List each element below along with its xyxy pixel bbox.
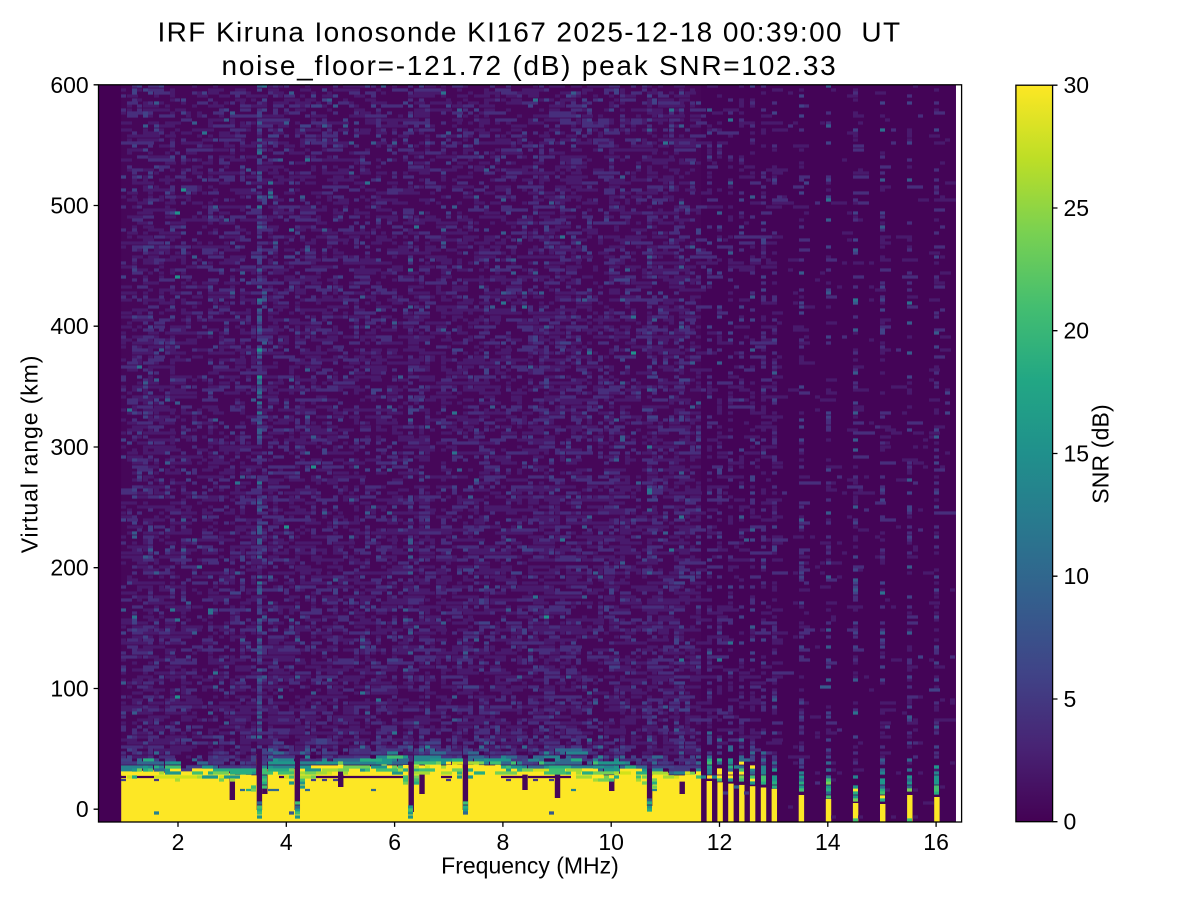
svg-text:20: 20 bbox=[1064, 318, 1090, 344]
svg-text:5: 5 bbox=[1064, 686, 1077, 712]
svg-text:6: 6 bbox=[388, 829, 401, 855]
svg-text:200: 200 bbox=[50, 555, 88, 581]
svg-text:0: 0 bbox=[1064, 809, 1077, 835]
svg-text:100: 100 bbox=[50, 676, 88, 702]
svg-text:8: 8 bbox=[497, 829, 510, 855]
svg-text:10: 10 bbox=[598, 829, 624, 855]
svg-text:noise_floor=-121.72 (dB) peak: noise_floor=-121.72 (dB) peak SNR=102.33 bbox=[222, 50, 838, 81]
svg-text:400: 400 bbox=[50, 313, 88, 339]
svg-text:Virtual range (km): Virtual range (km) bbox=[17, 355, 43, 554]
svg-text:SNR (dB): SNR (dB) bbox=[1088, 404, 1114, 504]
svg-text:25: 25 bbox=[1064, 195, 1090, 221]
svg-text:300: 300 bbox=[50, 434, 88, 460]
svg-text:4: 4 bbox=[280, 829, 293, 855]
svg-text:16: 16 bbox=[923, 829, 949, 855]
svg-text:600: 600 bbox=[50, 72, 88, 98]
svg-text:15: 15 bbox=[1064, 441, 1090, 467]
svg-text:Frequency (MHz): Frequency (MHz) bbox=[441, 853, 619, 879]
svg-text:14: 14 bbox=[815, 829, 841, 855]
svg-text:12: 12 bbox=[707, 829, 733, 855]
svg-text:10: 10 bbox=[1064, 563, 1090, 589]
svg-text:30: 30 bbox=[1064, 72, 1090, 98]
svg-text:500: 500 bbox=[50, 193, 88, 219]
svg-text:IRF Kiruna Ionosonde KI167 202: IRF Kiruna Ionosonde KI167 2025-12-18 00… bbox=[158, 17, 902, 48]
svg-text:2: 2 bbox=[172, 829, 185, 855]
svg-text:0: 0 bbox=[76, 796, 89, 822]
